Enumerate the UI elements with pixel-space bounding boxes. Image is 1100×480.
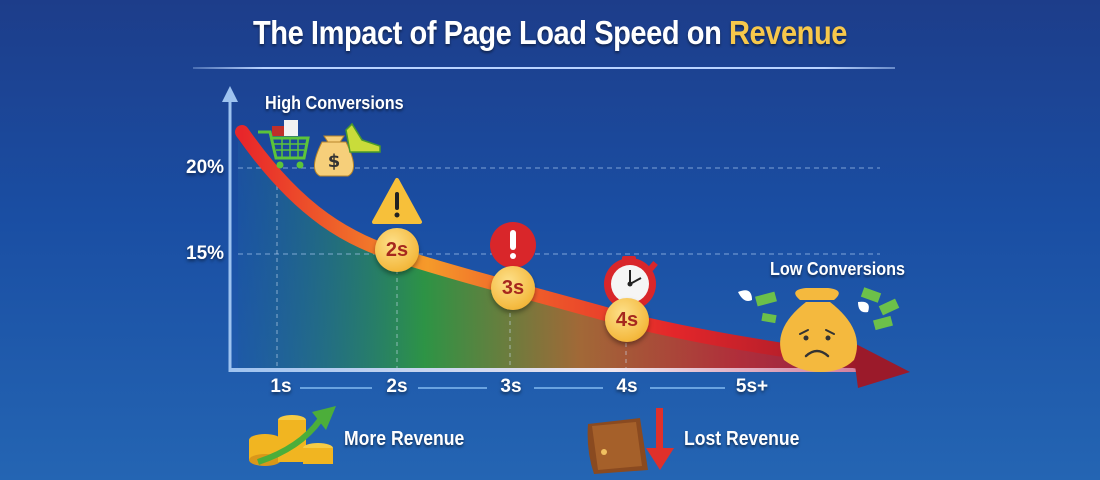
low-conversions-label: Low Conversions xyxy=(770,259,906,279)
point-badge-3s: 3s xyxy=(491,266,535,310)
high-conversions-label: High Conversions xyxy=(265,93,404,113)
x-tick-2s: 2s xyxy=(386,376,408,397)
title-divider xyxy=(193,67,895,69)
sneaker-icon xyxy=(345,122,381,153)
chart-title: The Impact of Page Load Speed on Revenue xyxy=(66,14,1034,52)
warning-triangle-icon xyxy=(372,178,422,224)
x-tick-1s: 1s xyxy=(270,376,292,397)
point-badge-4s: 4s xyxy=(605,298,649,342)
more-revenue-label: More Revenue xyxy=(344,428,465,450)
svg-text:$: $ xyxy=(328,151,341,172)
x-tick-4s: 4s xyxy=(616,376,638,397)
coins-up-arrow-icon xyxy=(249,406,336,466)
sad-money-bag-icon xyxy=(738,287,900,372)
exclamation-circle-icon xyxy=(490,222,536,268)
point-badge-2s: 2s xyxy=(375,228,419,272)
wallet-down-arrow-icon xyxy=(587,408,674,474)
curve-arrowhead-icon xyxy=(852,342,910,388)
shopping-cart-icon xyxy=(258,120,310,169)
y-tick-20: 20% xyxy=(186,157,225,178)
y-tick-15: 15% xyxy=(186,243,225,264)
money-bag-dollar-icon: $ xyxy=(314,135,354,177)
area-fill xyxy=(238,140,860,370)
title-accent: Revenue xyxy=(729,14,847,51)
x-axis xyxy=(230,368,870,372)
y-axis-arrow-icon xyxy=(222,86,238,102)
title-main: The Impact of Page Load Speed on xyxy=(253,14,730,51)
x-tick-3s: 3s xyxy=(500,376,522,397)
x-tick-5s-plus: 5s+ xyxy=(735,376,769,397)
stopwatch-icon xyxy=(604,256,658,310)
lost-revenue-label: Lost Revenue xyxy=(684,428,800,450)
